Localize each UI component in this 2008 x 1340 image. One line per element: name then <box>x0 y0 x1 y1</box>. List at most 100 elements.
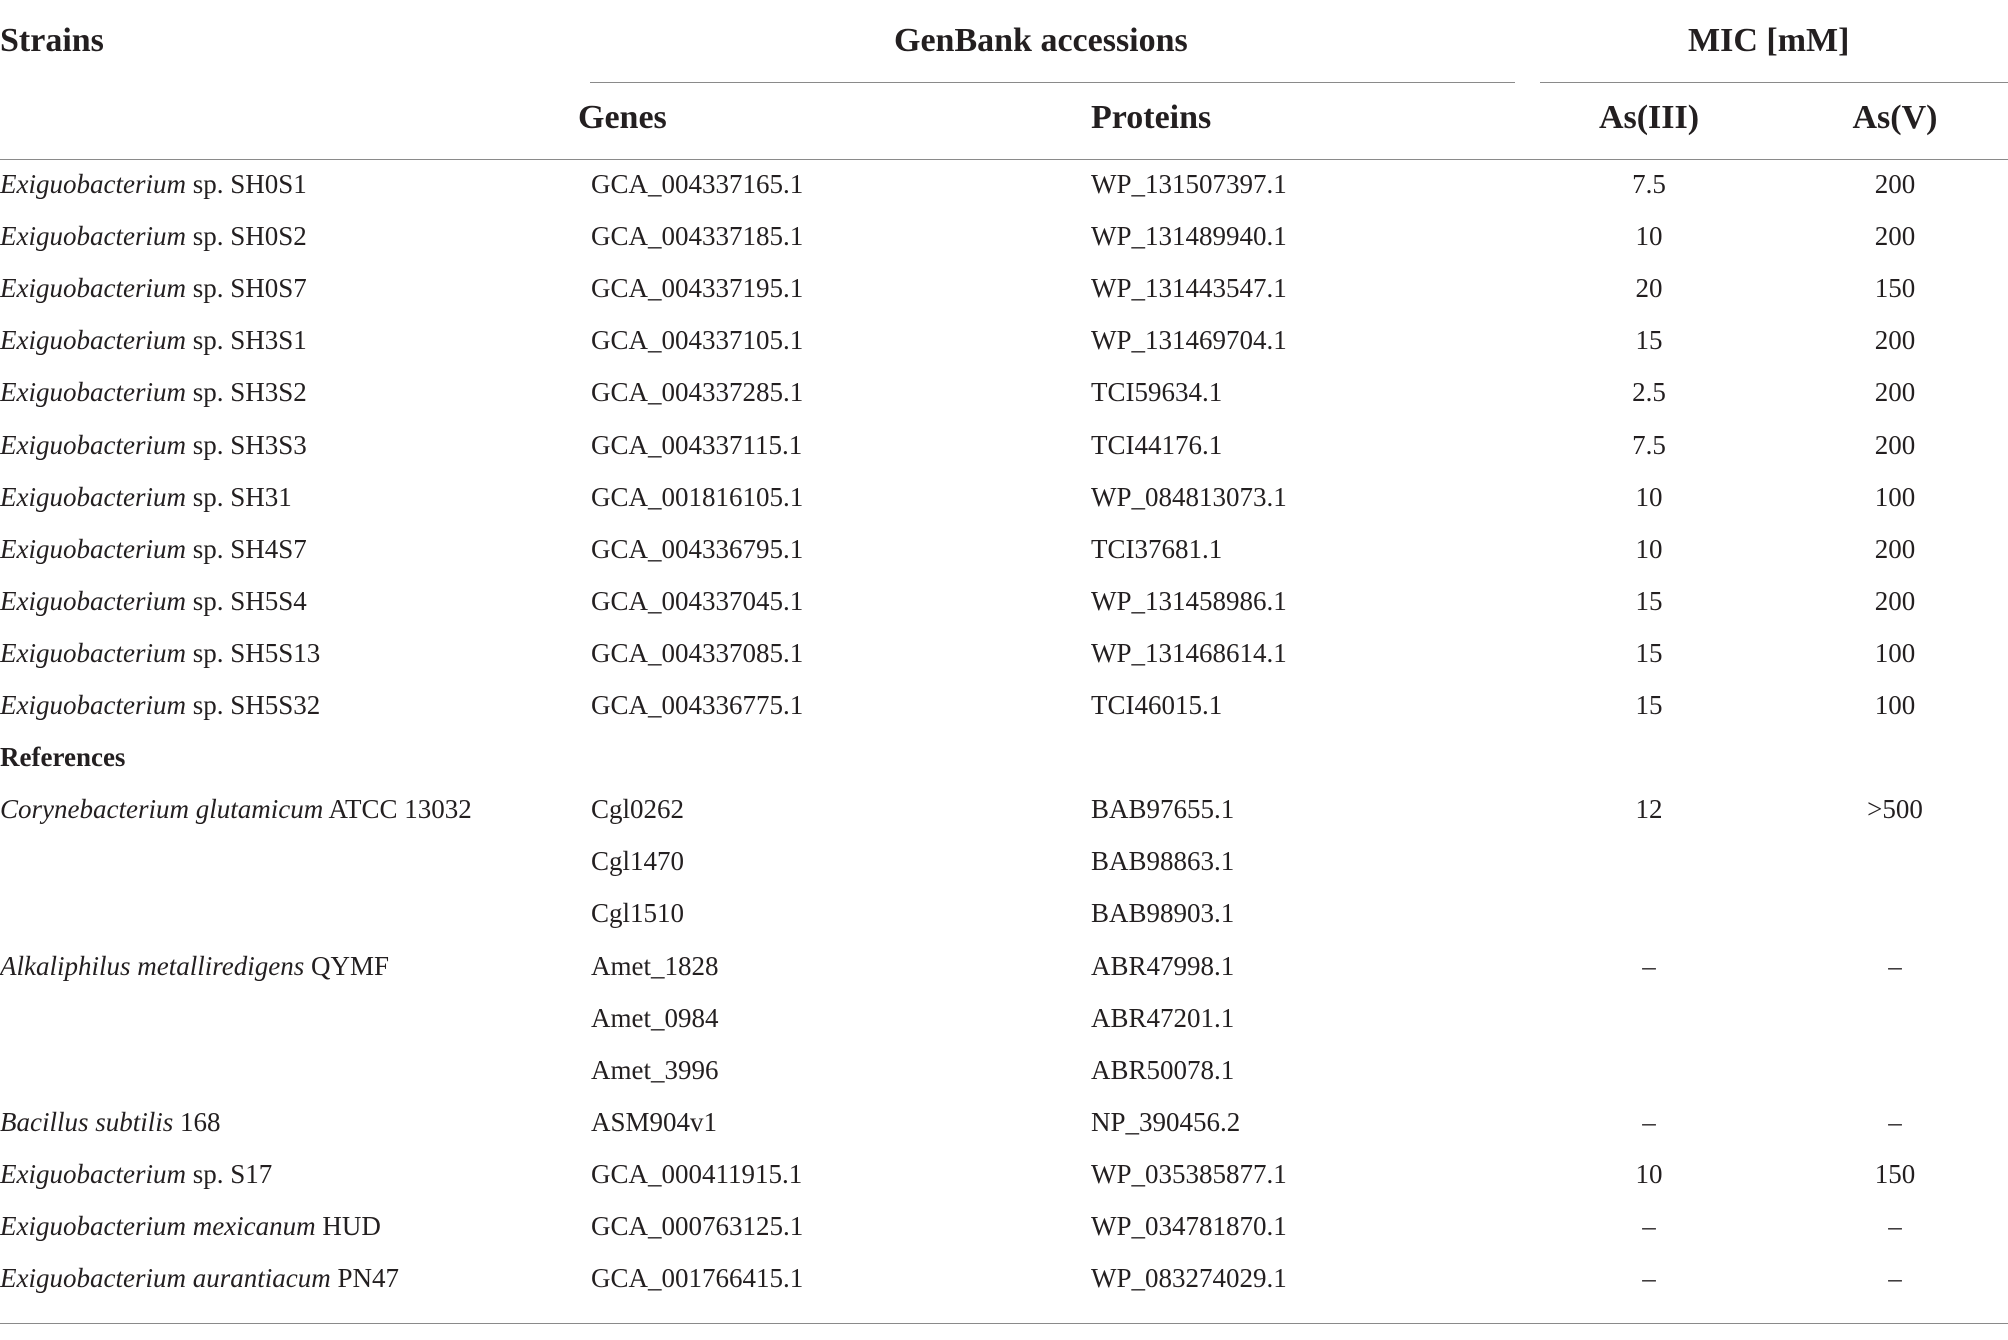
protein-accession: TCI59634.1 <box>1091 377 1223 408</box>
mic-as3: 10 <box>1635 1158 1663 1189</box>
strain-genus: Exiguobacterium <box>0 273 186 304</box>
mic-as5: 200 <box>1874 377 1916 408</box>
reference-row: Amet_0984 ABR47201.1 <box>0 992 2008 1044</box>
mic-as5: 200 <box>1874 169 1916 199</box>
gene-accession: Amet_1828 <box>591 950 719 981</box>
gene-accession: ASM904v1 <box>591 1106 718 1137</box>
header-as3: As(III) <box>1598 99 1700 136</box>
gene-accession: Cgl1510 <box>591 898 685 929</box>
mic-as5: – <box>1888 1106 1902 1137</box>
protein-accession: BAB97655.1 <box>1091 794 1235 825</box>
genbank-underline <box>590 82 1515 83</box>
mic-as5: 200 <box>1874 221 1916 252</box>
header-strains: Strains <box>0 22 104 59</box>
table-row: Exiguobacterium sp. SH3S3 GCA_004337115.1… <box>0 419 2008 471</box>
mic-as5: 100 <box>1874 637 1916 668</box>
table-bottom-rule <box>0 1323 2008 1324</box>
gene-accession: GCA_004337085.1 <box>591 637 804 668</box>
strain-genus: Exiguobacterium <box>0 377 186 408</box>
protein-accession: WP_131469704.1 <box>1091 325 1287 356</box>
table-row: Exiguobacterium sp. SH0S7 GCA_004337195.1… <box>0 262 2008 314</box>
strain-name: Exiguobacterium sp. SH5S13 <box>0 637 321 668</box>
gene-accession: Amet_0984 <box>591 1002 719 1033</box>
mic-underline <box>1540 82 2008 83</box>
gene-accession: Amet_3996 <box>591 1054 719 1085</box>
table-row: Exiguobacterium sp. SH5S4 GCA_004337045.1… <box>0 575 2008 627</box>
header-proteins: Proteins <box>1091 99 1212 136</box>
reference-row: Corynebacterium glutamicum ATCC 13032 Cgl… <box>0 783 2008 835</box>
strain-name: Alkaliphilus metalliredigens QYMF <box>0 950 389 981</box>
strain-name: Exiguobacterium sp. SH5S32 <box>0 690 321 720</box>
mic-as5: 100 <box>1874 690 1916 720</box>
gene-accession: GCA_004336775.1 <box>591 690 804 720</box>
mic-as3: – <box>1642 1263 1656 1294</box>
protein-accession: WP_084813073.1 <box>1091 481 1287 512</box>
strain-name: Exiguobacterium sp. SH5S4 <box>0 585 307 616</box>
table-row: Exiguobacterium sp. SH5S13 GCA_004337085.… <box>0 627 2008 679</box>
mic-as3: 15 <box>1635 585 1663 616</box>
strain-genus: Exiguobacterium <box>0 585 186 616</box>
header-genes: Genes <box>578 99 667 136</box>
references-section-label: References <box>0 731 2008 783</box>
gene-accession: GCA_004337195.1 <box>591 273 804 304</box>
protein-accession: WP_035385877.1 <box>1091 1158 1287 1189</box>
table-row: Exiguobacterium sp. SH3S1 GCA_004337105.1… <box>0 314 2008 366</box>
strain-genus: Exiguobacterium <box>0 481 186 512</box>
mic-as3: – <box>1642 1106 1656 1137</box>
header-genbank-accessions: GenBank accessions <box>894 22 1188 59</box>
mic-as3: 2.5 <box>1632 377 1666 408</box>
gene-accession: GCA_004337105.1 <box>591 325 804 356</box>
strain-genus: Exiguobacterium mexicanum <box>0 1211 316 1241</box>
strain-name: Corynebacterium glutamicum ATCC 13032 <box>0 794 472 825</box>
mic-as3: 15 <box>1635 325 1663 356</box>
protein-accession: NP_390456.2 <box>1091 1106 1241 1137</box>
strain-genus: Exiguobacterium <box>0 221 186 252</box>
protein-accession: WP_131507397.1 <box>1091 169 1287 199</box>
strain-name: Exiguobacterium mexicanum HUD <box>0 1211 381 1241</box>
strain-name: Exiguobacterium sp. SH4S7 <box>0 533 307 564</box>
strain-name: Exiguobacterium sp. SH3S1 <box>0 325 307 356</box>
reference-row: Exiguobacterium mexicanum HUD GCA_0007631… <box>0 1200 2008 1252</box>
protein-accession: WP_131458986.1 <box>1091 585 1287 616</box>
header-mic: MIC [mM] <box>1688 22 1850 59</box>
gene-accession: Cgl0262 <box>591 794 685 825</box>
strain-name: Exiguobacterium aurantiacum PN47 <box>0 1263 399 1294</box>
gene-accession: GCA_001766415.1 <box>591 1263 804 1294</box>
gene-accession: GCA_004336795.1 <box>591 533 804 564</box>
mic-as3: 7.5 <box>1632 429 1666 460</box>
strain-genus: Exiguobacterium <box>0 637 186 668</box>
protein-accession: ABR47998.1 <box>1091 950 1235 981</box>
mic-as5: 200 <box>1874 585 1916 616</box>
mic-as5: >500 <box>1867 794 1923 825</box>
protein-accession: ABR47201.1 <box>1091 1002 1235 1033</box>
gene-accession: GCA_000763125.1 <box>591 1211 804 1241</box>
header-bottom-rule <box>0 159 2008 160</box>
protein-accession: BAB98863.1 <box>1091 846 1235 877</box>
table-row: Exiguobacterium sp. SH0S1 GCA_004337165.1… <box>0 158 2008 210</box>
protein-accession: WP_131468614.1 <box>1091 637 1287 668</box>
protein-accession: BAB98903.1 <box>1091 898 1235 929</box>
gene-accession: GCA_004337165.1 <box>591 169 804 199</box>
strain-name: Exiguobacterium sp. SH31 <box>0 481 292 512</box>
protein-accession: WP_131443547.1 <box>1091 273 1287 304</box>
mic-as5: 200 <box>1874 325 1916 356</box>
mic-as3: – <box>1642 950 1656 981</box>
strain-genus: Bacillus subtilis <box>0 1106 174 1137</box>
strain-genus: Exiguobacterium <box>0 690 186 720</box>
references-label: References <box>0 742 126 773</box>
table-row: Exiguobacterium sp. SH4S7 GCA_004336795.1… <box>0 523 2008 575</box>
reference-row: Cgl1470 BAB98863.1 <box>0 835 2008 887</box>
strain-name: Exiguobacterium sp. SH0S7 <box>0 273 307 304</box>
strain-name: Exiguobacterium sp. SH0S2 <box>0 221 307 252</box>
reference-row: Alkaliphilus metalliredigens QYMF Amet_18… <box>0 940 2008 992</box>
table-row: Exiguobacterium sp. SH5S32 GCA_004336775.… <box>0 679 2008 731</box>
protein-accession: ABR50078.1 <box>1091 1054 1235 1085</box>
reference-row: Amet_3996 ABR50078.1 <box>0 1044 2008 1096</box>
strain-name: Exiguobacterium sp. S17 <box>0 1158 273 1189</box>
mic-as3: 15 <box>1635 690 1663 720</box>
strain-genus: Exiguobacterium aurantiacum <box>0 1263 331 1294</box>
protein-accession: TCI44176.1 <box>1091 429 1223 460</box>
table-row: Exiguobacterium sp. SH31 GCA_001816105.1 W… <box>0 471 2008 523</box>
strain-genus: Exiguobacterium <box>0 429 186 460</box>
mic-as3: 20 <box>1635 273 1663 304</box>
